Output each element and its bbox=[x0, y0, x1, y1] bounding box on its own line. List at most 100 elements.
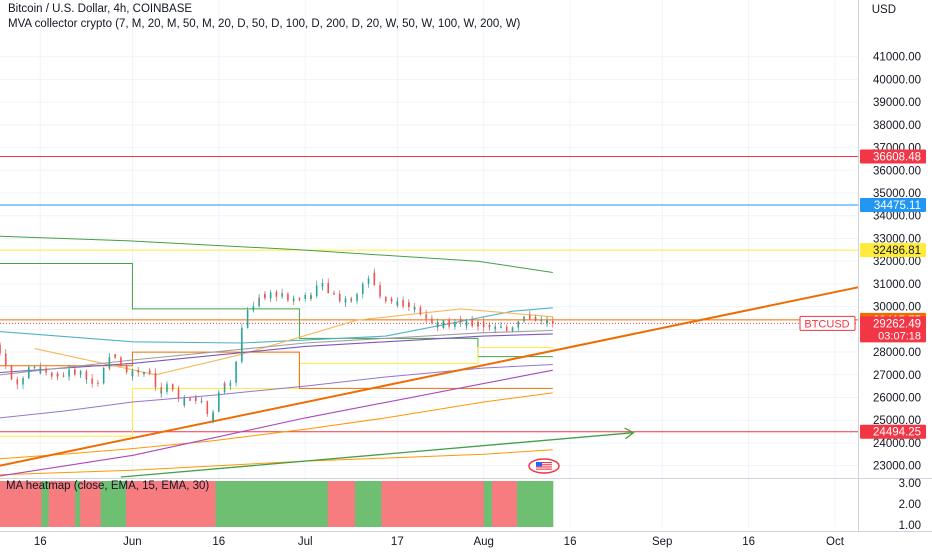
candle bbox=[310, 296, 312, 299]
candle bbox=[350, 300, 353, 302]
step-line bbox=[0, 392, 553, 460]
candle bbox=[471, 320, 473, 327]
time-tick-label: Sep bbox=[652, 536, 672, 548]
candle bbox=[39, 368, 42, 374]
candle bbox=[4, 361, 7, 366]
candle bbox=[517, 321, 520, 324]
candle bbox=[488, 325, 491, 327]
moving-average-line bbox=[0, 307, 553, 344]
price-tick-label: 30000.00 bbox=[873, 302, 921, 314]
candle bbox=[154, 372, 157, 385]
axes bbox=[0, 0, 932, 532]
level-badge bbox=[860, 243, 926, 258]
candle bbox=[258, 297, 260, 307]
candle bbox=[379, 295, 381, 297]
candle bbox=[459, 319, 462, 322]
candle bbox=[269, 292, 272, 298]
candle bbox=[505, 328, 508, 331]
heatmap-segment bbox=[483, 481, 493, 527]
candle bbox=[252, 306, 255, 310]
price-tick-label: 24000.00 bbox=[873, 438, 921, 450]
candle bbox=[494, 327, 497, 329]
candle bbox=[408, 302, 410, 307]
moving-average-line bbox=[0, 333, 553, 374]
candle bbox=[27, 372, 30, 379]
heatmap-segment bbox=[327, 481, 356, 527]
candle bbox=[206, 406, 209, 414]
symbol-title[interactable]: Bitcoin / U.S. Dollar, 4h, COINBASE bbox=[8, 3, 193, 15]
candle bbox=[436, 321, 439, 328]
candle bbox=[517, 323, 520, 328]
candle bbox=[131, 370, 134, 377]
price-tick-label: 33000.00 bbox=[873, 233, 921, 245]
candle bbox=[114, 354, 116, 358]
flag-icon-stripe bbox=[536, 464, 552, 466]
heatmap-title[interactable]: MA heatmap (close, EMA, 15, EMA, 30) bbox=[6, 480, 210, 492]
price-tick-label: 32000.00 bbox=[873, 256, 921, 268]
candle bbox=[321, 282, 324, 287]
candle bbox=[477, 322, 479, 327]
candle bbox=[419, 311, 422, 315]
time-tick-label: 16 bbox=[742, 536, 755, 548]
heatmap-pane bbox=[0, 481, 554, 527]
step-line bbox=[0, 235, 553, 273]
time-tick-label: Oct bbox=[826, 536, 845, 548]
candle bbox=[523, 316, 525, 319]
last-price-badge bbox=[860, 316, 926, 343]
candle bbox=[361, 283, 364, 290]
time-tick-label: 16 bbox=[212, 536, 225, 548]
candle bbox=[425, 314, 427, 318]
candle bbox=[448, 320, 450, 326]
candle bbox=[194, 397, 197, 401]
candle bbox=[356, 293, 358, 301]
candle bbox=[287, 293, 289, 295]
candle bbox=[171, 386, 174, 390]
candle bbox=[338, 298, 341, 302]
candle bbox=[327, 288, 330, 294]
candle bbox=[56, 373, 59, 377]
candle bbox=[137, 370, 140, 373]
candle bbox=[287, 294, 289, 301]
projection-arrow-line bbox=[120, 432, 634, 478]
candle bbox=[540, 319, 543, 321]
price-tick-label: 34000.00 bbox=[873, 211, 921, 223]
candle bbox=[500, 326, 502, 328]
candle bbox=[373, 272, 376, 286]
level-badge-label: 24494.25 bbox=[873, 427, 921, 439]
candle bbox=[281, 293, 283, 295]
candle bbox=[396, 301, 399, 306]
candles bbox=[0, 268, 554, 424]
indicator-title[interactable]: MVA collector crypto (7, M, 20, M, 50, M… bbox=[8, 18, 521, 30]
candle bbox=[425, 317, 427, 319]
candle bbox=[200, 401, 203, 403]
level-badge bbox=[860, 197, 926, 212]
last-price-label: 29262.49 bbox=[873, 318, 921, 330]
candle bbox=[528, 315, 531, 320]
horizontal-levels bbox=[0, 155, 858, 433]
currency-label[interactable]: USD bbox=[871, 4, 896, 16]
candle bbox=[241, 327, 243, 344]
price-tick-label: 28000.00 bbox=[873, 347, 921, 359]
candle bbox=[511, 327, 514, 331]
heatmap-segment bbox=[41, 481, 50, 527]
time-tick-label: 16 bbox=[564, 536, 577, 548]
heatmap-segment bbox=[75, 481, 81, 527]
candle bbox=[534, 317, 537, 321]
trend-line bbox=[0, 286, 859, 467]
candle bbox=[212, 411, 214, 421]
flag-icon[interactable] bbox=[528, 458, 560, 474]
time-tick-label: 16 bbox=[34, 536, 47, 548]
level-badge-label: 32486.81 bbox=[873, 245, 921, 257]
candle bbox=[448, 325, 450, 327]
candle bbox=[125, 365, 128, 373]
candle bbox=[85, 371, 88, 380]
candle bbox=[45, 368, 47, 372]
price-tick-label: 38000.00 bbox=[873, 120, 921, 132]
heatmap-segment bbox=[48, 481, 76, 527]
candle bbox=[102, 374, 105, 384]
candle bbox=[546, 320, 548, 324]
heatmap-segment bbox=[354, 481, 382, 527]
candle bbox=[367, 278, 370, 282]
candle bbox=[223, 383, 226, 386]
